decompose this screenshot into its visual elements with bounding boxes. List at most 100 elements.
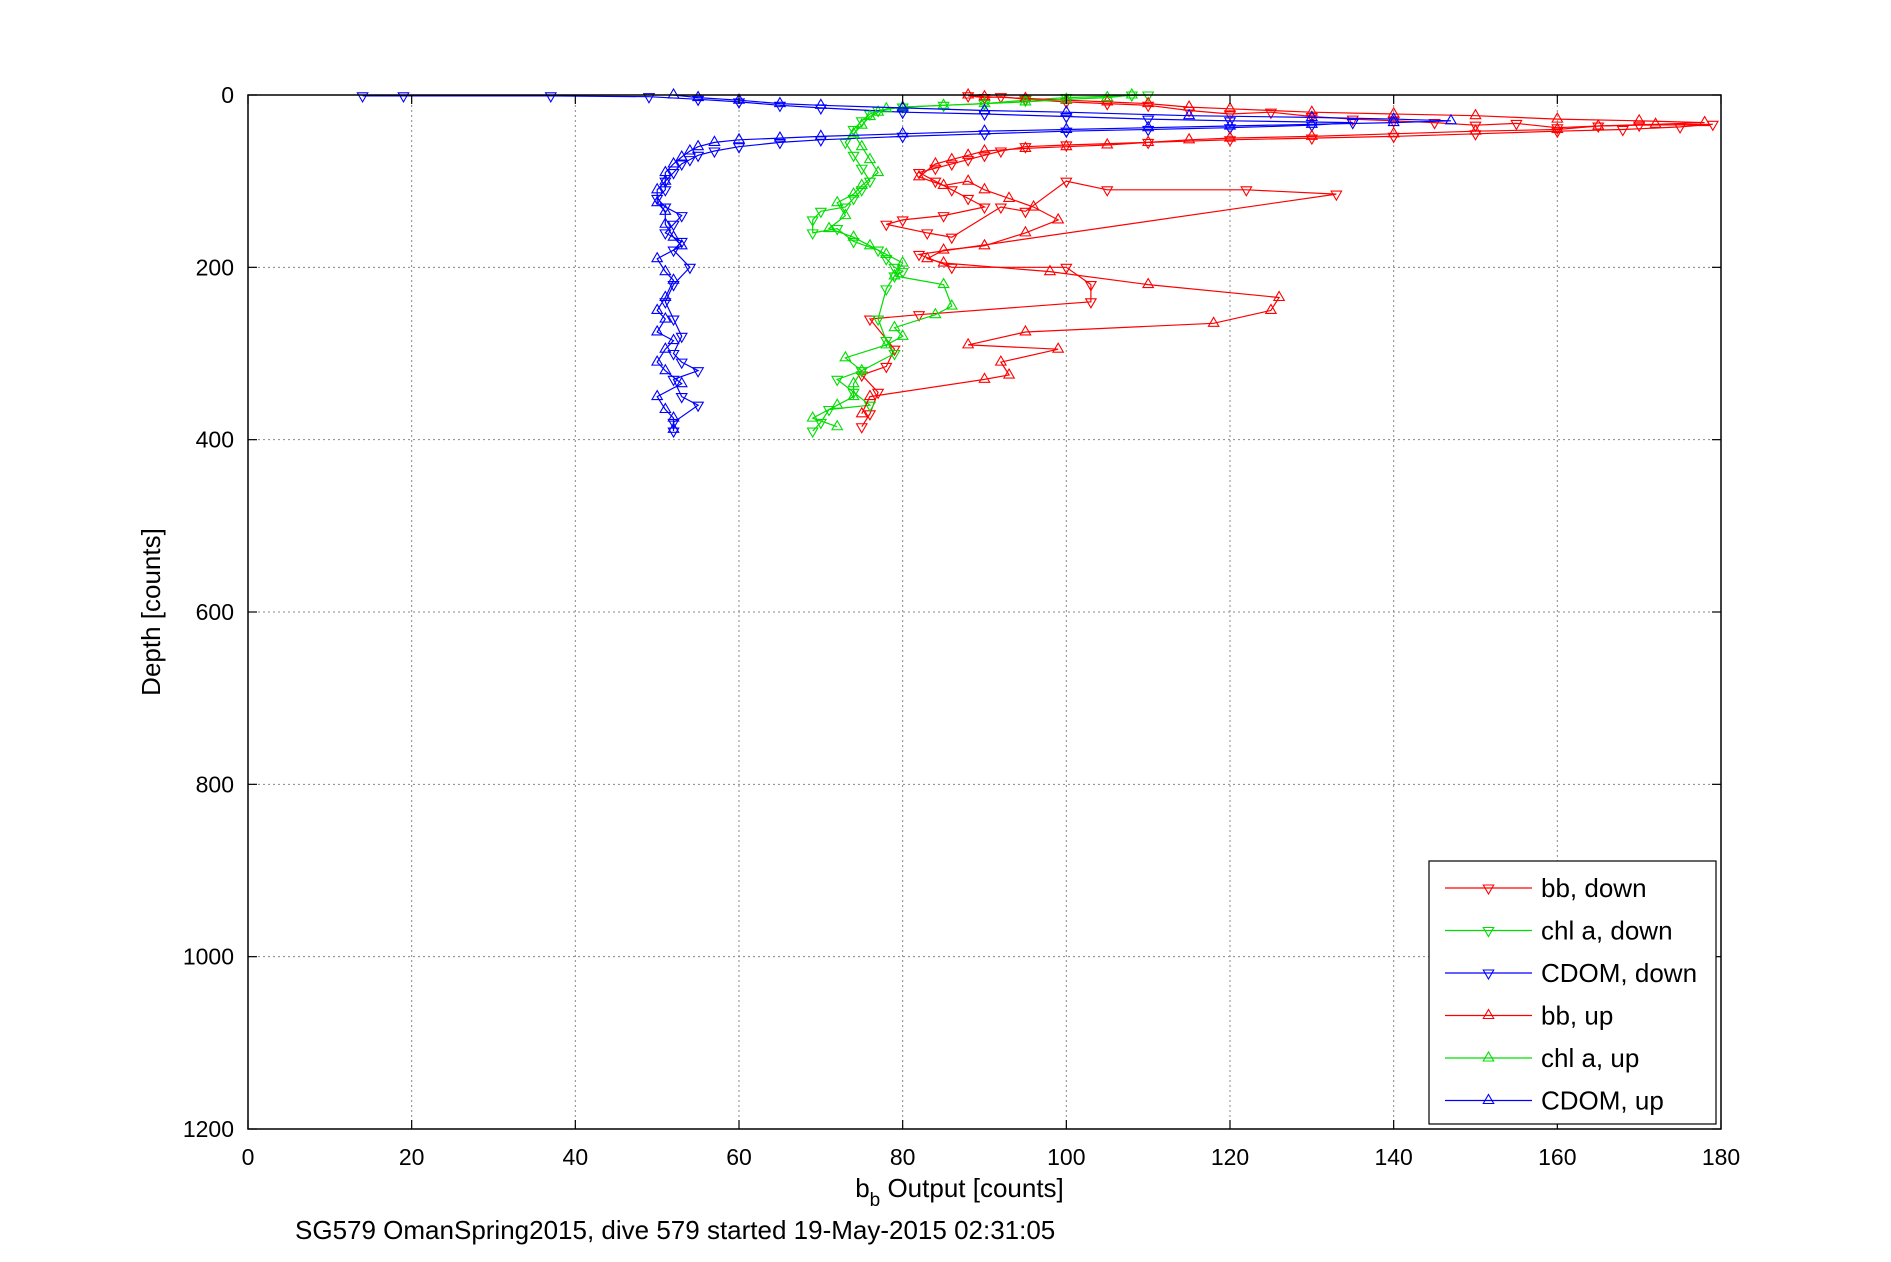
- data-point: [978, 124, 991, 135]
- data-point: [1346, 115, 1359, 127]
- data-point: [667, 422, 680, 433]
- data-point: [855, 164, 868, 176]
- data-point: [937, 212, 950, 223]
- data-point: [683, 143, 697, 155]
- data-point: [659, 229, 672, 240]
- data-point: [961, 174, 975, 185]
- data-point: [855, 139, 868, 151]
- data-point: [855, 178, 868, 190]
- data-point: [691, 90, 705, 102]
- data-point: [978, 203, 991, 215]
- data-point: [667, 220, 680, 232]
- data-point: [659, 264, 672, 276]
- data-point: [650, 303, 664, 314]
- legend-label: bb, up: [1541, 1001, 1613, 1031]
- data-point: [1084, 298, 1098, 309]
- data-point: [1125, 87, 1138, 99]
- x-axis-ticks: 0 20 40 60 80 100 120 140 160 180: [242, 95, 1740, 1170]
- data-point: [937, 277, 950, 289]
- data-point: [937, 101, 950, 113]
- data-point: [888, 268, 901, 280]
- data-point: [880, 285, 893, 296]
- data-point: [650, 195, 664, 207]
- data-point: [847, 389, 860, 401]
- data-point: [675, 393, 688, 404]
- data-point: [1182, 108, 1196, 120]
- legend-item: bb, up: [1445, 1001, 1613, 1031]
- data-point: [1305, 105, 1319, 116]
- data-point: [888, 272, 901, 284]
- data-point: [1510, 119, 1523, 131]
- legend-item: bb, down: [1445, 873, 1647, 903]
- data-point: [1305, 121, 1319, 133]
- data-point: [912, 250, 926, 262]
- data-point: [1060, 105, 1073, 116]
- data-point: [1060, 139, 1073, 151]
- data-point: [888, 349, 901, 361]
- data-point: [1027, 199, 1040, 211]
- data-point: [896, 216, 909, 228]
- legend-swatch-marker: [1482, 926, 1495, 938]
- data-point: [667, 315, 680, 327]
- data-point: [831, 195, 844, 207]
- data-point: [871, 388, 885, 400]
- data-point: [921, 229, 934, 240]
- data-point: [675, 149, 688, 161]
- data-point: [1101, 90, 1114, 102]
- legend-swatch-marker: [1482, 969, 1495, 981]
- data-point: [659, 186, 672, 197]
- data-point: [929, 156, 942, 168]
- data-point: [1223, 118, 1237, 130]
- data-point: [1141, 138, 1155, 150]
- data-point: [978, 110, 991, 122]
- data-point: [863, 401, 877, 413]
- x-tick-label: 120: [1211, 1144, 1249, 1170]
- data-point: [994, 93, 1008, 104]
- x-tick-label: 160: [1538, 1144, 1576, 1170]
- data-point: [667, 411, 680, 422]
- data-point: [806, 427, 819, 439]
- data-point: [1469, 121, 1482, 133]
- data-point: [675, 160, 688, 172]
- x-tick-label: 180: [1702, 1144, 1740, 1170]
- data-point: [831, 375, 844, 387]
- data-point: [650, 355, 664, 366]
- data-point: [1002, 367, 1016, 379]
- data-point: [855, 423, 868, 434]
- data-point: [732, 132, 746, 144]
- data-point: [1592, 122, 1605, 134]
- data-point: [822, 221, 836, 233]
- legend-item: chl a, down: [1445, 916, 1673, 946]
- data-point: [659, 311, 672, 323]
- data-point: [1125, 91, 1138, 103]
- data-point: [1141, 120, 1155, 132]
- data-point: [650, 389, 664, 401]
- data-point: [691, 139, 705, 151]
- y-tick-label: 1000: [183, 944, 234, 970]
- data-point: [1387, 115, 1400, 127]
- data-point: [945, 152, 958, 164]
- legend-item: CDOM, up: [1445, 1086, 1664, 1116]
- data-point: [667, 333, 680, 345]
- data-point: [1019, 324, 1032, 336]
- data-point: [1240, 186, 1253, 197]
- data-point: [667, 230, 680, 241]
- data-point: [912, 311, 926, 322]
- data-point: [544, 92, 557, 103]
- data-point: [945, 233, 958, 245]
- data-point: [1387, 112, 1400, 123]
- data-point: [708, 147, 721, 159]
- data-point: [659, 290, 672, 302]
- legend-swatch-marker: [1482, 1008, 1495, 1020]
- data-point: [847, 126, 860, 138]
- data-point: [1469, 124, 1482, 135]
- data-point: [937, 243, 950, 254]
- data-point: [978, 238, 991, 250]
- data-point: [650, 182, 664, 194]
- data-point: [1141, 277, 1155, 289]
- data-point: [650, 324, 664, 336]
- data-point: [961, 148, 975, 159]
- legend-label: chl a, up: [1541, 1043, 1639, 1073]
- data-point: [1305, 117, 1319, 128]
- data-point: [1051, 212, 1065, 224]
